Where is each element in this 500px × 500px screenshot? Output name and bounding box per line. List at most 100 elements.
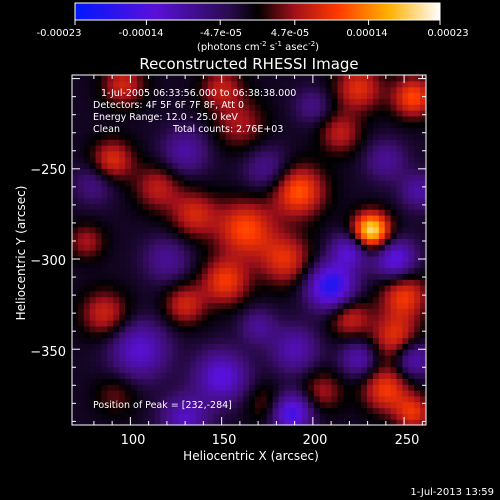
heatmap-cell xyxy=(178,285,185,292)
heatmap-cell xyxy=(254,104,262,111)
heatmap-cell xyxy=(83,314,91,321)
heatmap-cell xyxy=(296,419,303,425)
heatmap-cell xyxy=(225,413,232,420)
heatmap-cell xyxy=(361,215,368,222)
heatmap-cell xyxy=(384,174,392,181)
heatmap-cell xyxy=(83,384,91,391)
heatmap-cell xyxy=(254,220,262,228)
heatmap-cell xyxy=(278,226,285,234)
heatmap-cell xyxy=(125,92,132,99)
heatmap-cell xyxy=(95,390,103,397)
heatmap-cell xyxy=(266,209,274,216)
heatmap-cell xyxy=(107,343,114,350)
heatmap-cell xyxy=(213,121,221,129)
heatmap-cell xyxy=(184,156,191,164)
heatmap-cell xyxy=(201,92,209,99)
heatmap-cell xyxy=(343,162,350,169)
heatmap-cell xyxy=(107,308,114,315)
heatmap-cell xyxy=(95,215,103,222)
heatmap-cell xyxy=(125,349,132,356)
heatmap-cell xyxy=(313,378,321,385)
heatmap-cell xyxy=(331,110,339,117)
heatmap-cell xyxy=(213,220,221,228)
heatmap-cell xyxy=(213,168,221,175)
heatmap-cell xyxy=(396,156,403,164)
heatmap-cell xyxy=(125,267,132,274)
heatmap-cell xyxy=(296,110,303,117)
heatmap-cell xyxy=(160,255,167,263)
heatmap-cell xyxy=(136,185,144,193)
heatmap-cell xyxy=(260,343,268,350)
heatmap-cell xyxy=(260,174,268,181)
heatmap-cell xyxy=(408,121,415,129)
heatmap-cell xyxy=(349,145,356,152)
heatmap-cell xyxy=(396,209,403,216)
heatmap-cell xyxy=(101,197,108,204)
heatmap-cell xyxy=(225,121,232,129)
heatmap-cell xyxy=(361,378,368,385)
heatmap-cell xyxy=(125,261,132,269)
heatmap-cell xyxy=(319,92,327,99)
heatmap-cell xyxy=(361,174,368,181)
heatmap-cell xyxy=(367,296,374,304)
heatmap-cell xyxy=(190,343,197,350)
heatmap-cell xyxy=(414,314,421,321)
heatmap-cell xyxy=(420,273,426,280)
heatmap-cell xyxy=(254,191,262,199)
heatmap-cell xyxy=(119,86,126,94)
heatmap-cell xyxy=(260,372,268,379)
heatmap-cell xyxy=(101,360,108,368)
heatmap-cell xyxy=(254,133,262,140)
heatmap-cell xyxy=(355,296,362,304)
heatmap-cell xyxy=(337,139,344,146)
heatmap-cell xyxy=(378,220,386,228)
heatmap-cell xyxy=(361,273,368,280)
heatmap-cell xyxy=(260,226,268,234)
heatmap-cell xyxy=(190,261,197,269)
heatmap-cell xyxy=(142,250,150,257)
heatmap-cell xyxy=(420,395,426,403)
heatmap-cell xyxy=(367,168,374,175)
heatmap-cell xyxy=(266,296,274,304)
heatmap-cell xyxy=(231,390,238,397)
heatmap-cell xyxy=(331,197,339,204)
heatmap-cell xyxy=(190,290,197,298)
heatmap-cell xyxy=(408,226,415,234)
heatmap-cell xyxy=(249,279,256,286)
heatmap-cell xyxy=(414,296,421,304)
heatmap-cell xyxy=(313,261,321,269)
heatmap-cell xyxy=(119,290,126,298)
heatmap-cell xyxy=(337,150,344,158)
heatmap-cell xyxy=(119,349,126,356)
heatmap-cell xyxy=(408,390,415,397)
heatmap-cell xyxy=(142,267,150,274)
heatmap-cell xyxy=(136,419,144,425)
heatmap-cell xyxy=(402,203,409,210)
heatmap-cell xyxy=(349,360,356,368)
heatmap-cell xyxy=(343,331,350,339)
heatmap-cell xyxy=(190,325,197,333)
heatmap-cell xyxy=(213,302,221,309)
heatmap-cell xyxy=(284,384,291,391)
heatmap-cell xyxy=(308,407,315,414)
heatmap-cell xyxy=(178,180,185,187)
heatmap-cell xyxy=(302,302,309,309)
heatmap-cell xyxy=(260,238,268,245)
heatmap-cell xyxy=(313,360,321,368)
heatmap-cell xyxy=(420,279,426,286)
heatmap-cell xyxy=(308,168,315,175)
heatmap-cell xyxy=(89,232,97,239)
heatmap-cell xyxy=(378,255,386,263)
heatmap-cell xyxy=(402,250,409,257)
heatmap-cell xyxy=(72,261,79,269)
heatmap-cell xyxy=(207,110,215,117)
heatmap-cell xyxy=(337,378,344,385)
heatmap-cell xyxy=(136,115,144,123)
heatmap-cell xyxy=(296,115,303,123)
heatmap-cell xyxy=(331,104,339,111)
heatmap-cell xyxy=(136,244,144,251)
heatmap-cell xyxy=(331,290,339,298)
heatmap-cell xyxy=(160,285,167,292)
heatmap-cell xyxy=(95,168,103,175)
heatmap-cell xyxy=(266,255,274,263)
